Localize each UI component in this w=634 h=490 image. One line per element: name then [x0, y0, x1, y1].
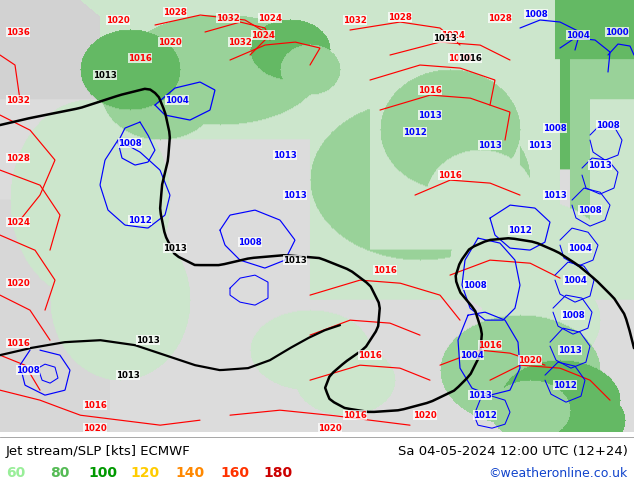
Text: 1000: 1000	[605, 27, 629, 37]
Text: 1013: 1013	[163, 244, 187, 253]
Text: 1016: 1016	[418, 86, 442, 95]
Text: 1013: 1013	[283, 191, 307, 199]
Text: 1008: 1008	[543, 123, 567, 133]
Text: 1008: 1008	[16, 366, 40, 375]
Text: 1008: 1008	[561, 311, 585, 319]
Text: 1020: 1020	[158, 38, 182, 47]
Text: 1016: 1016	[358, 351, 382, 360]
Text: 1016: 1016	[373, 266, 397, 274]
Text: 140: 140	[175, 466, 204, 480]
Text: 1024: 1024	[251, 30, 275, 40]
Text: 1024: 1024	[258, 14, 282, 23]
Text: 1013: 1013	[543, 191, 567, 199]
Text: 1016: 1016	[128, 53, 152, 63]
Text: 100: 100	[88, 466, 117, 480]
Text: Sa 04-05-2024 12:00 UTC (12+24): Sa 04-05-2024 12:00 UTC (12+24)	[398, 445, 628, 458]
Text: 1013: 1013	[588, 161, 612, 170]
Text: 1032: 1032	[6, 96, 30, 104]
Text: 120: 120	[130, 466, 159, 480]
Text: 1012: 1012	[128, 216, 152, 224]
Text: 1028: 1028	[388, 13, 412, 22]
Text: 1008: 1008	[578, 206, 602, 215]
Text: 1013: 1013	[273, 150, 297, 160]
Text: 1008: 1008	[118, 139, 142, 147]
Text: 1016: 1016	[458, 53, 482, 63]
Text: 1013: 1013	[93, 71, 117, 79]
Text: 1020: 1020	[318, 424, 342, 433]
Text: 1016: 1016	[343, 411, 367, 419]
Text: 1036: 1036	[6, 27, 30, 37]
Text: 1028: 1028	[488, 14, 512, 23]
Text: 1020: 1020	[413, 411, 437, 419]
Text: 1028: 1028	[163, 7, 187, 17]
Text: 1004: 1004	[566, 30, 590, 40]
Text: Jet stream/SLP [kts] ECMWF: Jet stream/SLP [kts] ECMWF	[6, 445, 191, 458]
Text: 1008: 1008	[596, 121, 620, 129]
Text: 1016: 1016	[83, 401, 107, 410]
Text: 1013: 1013	[283, 256, 307, 265]
Text: 1032: 1032	[216, 14, 240, 23]
Text: 60: 60	[6, 466, 25, 480]
Text: 1008: 1008	[524, 9, 548, 19]
Text: ©weatheronline.co.uk: ©weatheronline.co.uk	[489, 466, 628, 480]
Text: 80: 80	[50, 466, 69, 480]
Text: 1008: 1008	[463, 281, 487, 290]
Text: 1012: 1012	[403, 127, 427, 137]
Text: 1004: 1004	[165, 96, 189, 104]
Text: 1013: 1013	[136, 336, 160, 344]
Text: 1013: 1013	[478, 141, 502, 149]
Text: 1020: 1020	[518, 356, 542, 365]
Text: 1020: 1020	[448, 53, 472, 63]
Text: 1013: 1013	[116, 370, 140, 380]
Text: 1028: 1028	[6, 153, 30, 163]
Text: 1016: 1016	[6, 339, 30, 347]
Text: 1013: 1013	[418, 111, 442, 120]
Text: 1024: 1024	[441, 30, 465, 40]
Text: 1012: 1012	[508, 225, 532, 235]
Text: 180: 180	[263, 466, 292, 480]
Text: 1032: 1032	[343, 16, 367, 24]
Text: 1016: 1016	[438, 171, 462, 179]
Text: 1004: 1004	[568, 244, 592, 253]
Text: 1012: 1012	[473, 411, 497, 419]
Text: 1020: 1020	[6, 279, 30, 288]
Text: 1032: 1032	[228, 38, 252, 47]
Text: 160: 160	[220, 466, 249, 480]
Text: 1020: 1020	[83, 424, 107, 433]
Text: 1008: 1008	[238, 238, 262, 246]
Text: 1013: 1013	[528, 141, 552, 149]
Text: 1012: 1012	[553, 381, 577, 390]
Text: 1016: 1016	[478, 341, 502, 350]
Text: 1004: 1004	[460, 351, 484, 360]
Text: 1013: 1013	[433, 33, 457, 43]
Text: 1020: 1020	[106, 16, 130, 24]
Text: 1004: 1004	[563, 275, 587, 285]
Text: 1013: 1013	[468, 391, 492, 400]
Text: 1024: 1024	[6, 218, 30, 226]
Text: 1013: 1013	[558, 345, 582, 355]
